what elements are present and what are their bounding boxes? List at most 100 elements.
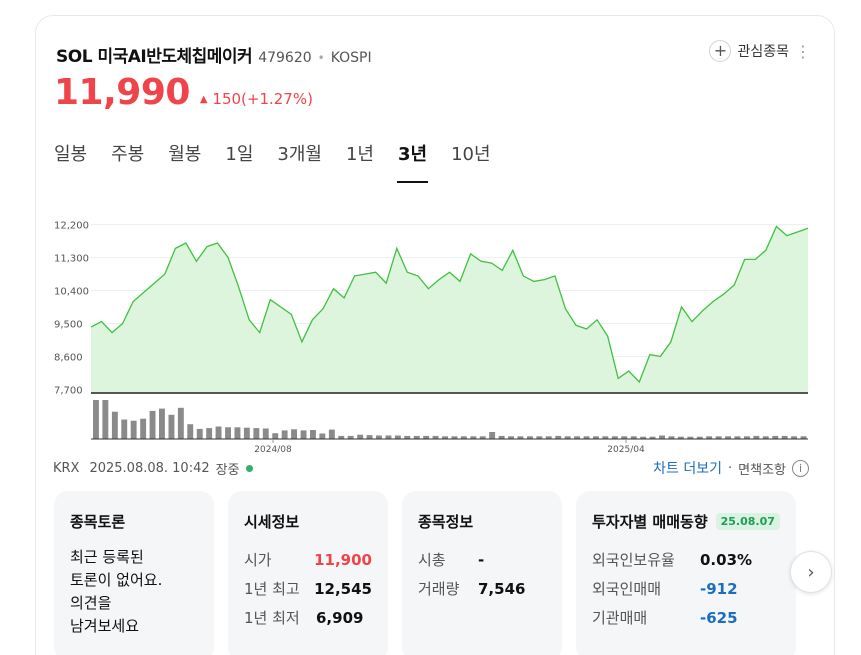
tab-period[interactable]: 일봉 [54,144,88,165]
tab-period[interactable]: 월봉 [168,144,202,165]
x-tick-label: 2025/04 [607,445,645,455]
exchange-label: KRX [53,461,80,476]
volume-bar [366,435,373,439]
foreign-trade-row: 외국인매매 -912 [592,575,790,604]
discussion-line: 최근 등록된 [70,548,144,566]
stock-info-title: 종목정보 [418,513,474,531]
volume-bar [272,433,279,439]
volume-bar [574,436,580,439]
volume-bar [423,435,430,439]
volume-bar [734,436,741,439]
open-price-row: 시가 11,900 [244,546,372,575]
price-chart[interactable]: 12,200 11,300 10,400 9,500 8,600 7,700 2024/08… [36,201,836,461]
volume-bar [545,436,552,439]
market-status: 장중 [215,463,240,478]
volume-label: 거래량 [418,580,460,598]
volume-bar [536,436,543,439]
chart-links: 차트 더보기 · 면책조항 i [653,458,809,478]
volume-bar [725,436,731,439]
year-high-label: 1년 최고 [244,580,300,598]
volume-bar [800,436,807,439]
volume-bar [243,427,250,439]
separator-dot: • [317,51,325,65]
foreign-holding-value: 0.03% [700,551,753,569]
quote-panel[interactable]: 시세정보 시가 11,900 1년 최고 12,545 1년 최저 6,909 [228,491,388,655]
info-panels: 종목토론 최근 등록된 토론이 없어요. 의견을 남겨보세요 시세정보 시가 1… [54,491,796,655]
tab-period[interactable]: 1일 [225,144,254,165]
period-tabs: 일봉 주봉 월봉 1일 3개월 1년 3년 10년 [54,140,515,183]
volume-bar [470,436,477,439]
volume-bar [140,418,147,439]
volume-bar [347,435,354,439]
volume-bar [715,436,722,439]
live-dot-icon [245,465,253,472]
volume-bar [479,436,486,439]
volume-bar [168,414,175,439]
disclaimer-link[interactable]: 면책조항 [738,462,786,478]
x-tick-label: 2024/08 [254,445,292,455]
chart-more-link[interactable]: 차트 더보기 [653,461,723,477]
y-tick-label: 10,400 [54,287,89,298]
chart-svg[interactable]: 12,200 11,300 10,400 9,500 8,600 7,700 2024/08… [36,201,836,461]
volume-bar [527,436,533,439]
volume-bar [451,436,458,439]
volume-bar [196,428,203,439]
volume-bar [111,411,118,439]
volume-bar [253,428,260,439]
price-row: 11,990 ▲ 150(+1.27%) [54,72,313,113]
year-high-row: 1년 최고 12,545 [244,575,372,604]
more-options-icon[interactable]: ⋮ [795,42,811,61]
volume-bar [649,436,656,439]
discussion-panel[interactable]: 종목토론 최근 등록된 토론이 없어요. 의견을 남겨보세요 [54,491,214,655]
volume-bar [602,436,609,439]
volume-bar [460,436,467,439]
volume-bar [385,435,392,439]
datetime: 2025.08.08. 10:42 [89,461,210,476]
volume-bar [611,436,618,439]
volume-bar [677,436,684,439]
volume-bar [442,436,448,439]
institution-trade-label: 기관매매 [592,609,648,627]
discussion-title: 종목토론 [70,513,126,531]
y-tick-label: 11,300 [54,254,89,265]
tab-period[interactable]: 1년 [345,144,374,165]
volume-bar [234,427,241,439]
tab-period[interactable]: 10년 [451,144,491,165]
plus-icon: + [709,40,732,62]
volume-bar [432,435,439,439]
stock-name[interactable]: SOL 미국AI반도체칩메이커 [56,47,253,67]
volume-bar [517,436,524,439]
tab-period[interactable]: 3년 [396,140,429,183]
info-icon[interactable]: i [792,459,809,477]
foreign-trade-value: -912 [700,580,738,598]
volume-bar [319,433,326,439]
price-area [91,226,808,393]
tab-period[interactable]: 주봉 [111,144,145,165]
volume-bar [508,436,514,439]
link-separator: · [728,460,733,476]
open-value: 11,900 [314,551,372,569]
quote-title: 시세정보 [244,513,300,531]
y-tick-label: 7,700 [54,385,83,396]
discussion-text: 최근 등록된 토론이 없어요. 의견을 남겨보세요 [70,546,198,638]
volume-bar [300,430,307,439]
institution-trade-row: 기관매매 -625 [592,604,790,633]
volume-bar [121,419,128,439]
stock-code: 479620 [258,50,312,66]
volume-bar [404,435,411,439]
volume-value: 7,546 [478,580,526,598]
volume-bar [310,430,316,439]
tab-period[interactable]: 3개월 [277,144,322,165]
stock-info-panel[interactable]: 종목정보 시총 - 거래량 7,546 [402,491,562,655]
investor-trend-panel[interactable]: 투자자별 매매동향 25.08.07 외국인보유율 0.03% 외국인매매 -9… [576,491,796,655]
volume-bar [215,426,222,439]
volume-bar [555,435,562,439]
year-low-row: 1년 최저 6,909 [244,604,372,633]
volume-bar [687,436,694,439]
volume-bar [564,436,571,439]
favorite-button[interactable]: + 관심종목 [709,40,789,62]
next-panel-button[interactable]: › [790,551,832,593]
stock-card: SOL 미국AI반도체칩메이커 479620 • KOSPI + 관심종목 ⋮ … [35,15,835,655]
volume-bar [357,434,364,439]
volume-bar [187,424,194,439]
